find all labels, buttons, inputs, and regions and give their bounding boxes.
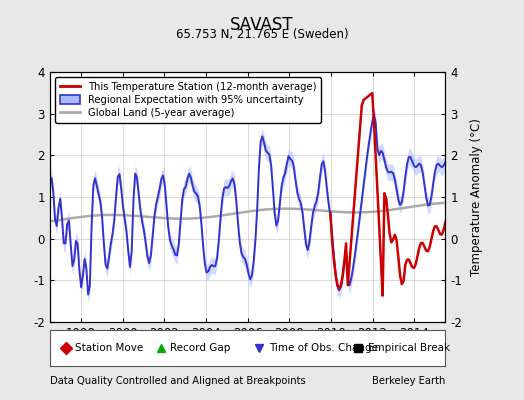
Text: 65.753 N, 21.765 E (Sweden): 65.753 N, 21.765 E (Sweden) bbox=[176, 28, 348, 41]
Text: Empirical Break: Empirical Break bbox=[368, 343, 451, 353]
Text: Data Quality Controlled and Aligned at Breakpoints: Data Quality Controlled and Aligned at B… bbox=[50, 376, 305, 386]
Legend: This Temperature Station (12-month average), Regional Expectation with 95% uncer: This Temperature Station (12-month avera… bbox=[55, 77, 321, 123]
Text: Record Gap: Record Gap bbox=[170, 343, 231, 353]
Text: Time of Obs. Change: Time of Obs. Change bbox=[269, 343, 378, 353]
Text: Station Move: Station Move bbox=[75, 343, 144, 353]
Text: Berkeley Earth: Berkeley Earth bbox=[372, 376, 445, 386]
Y-axis label: Temperature Anomaly (°C): Temperature Anomaly (°C) bbox=[471, 118, 484, 276]
Text: SAVAST: SAVAST bbox=[230, 16, 294, 34]
